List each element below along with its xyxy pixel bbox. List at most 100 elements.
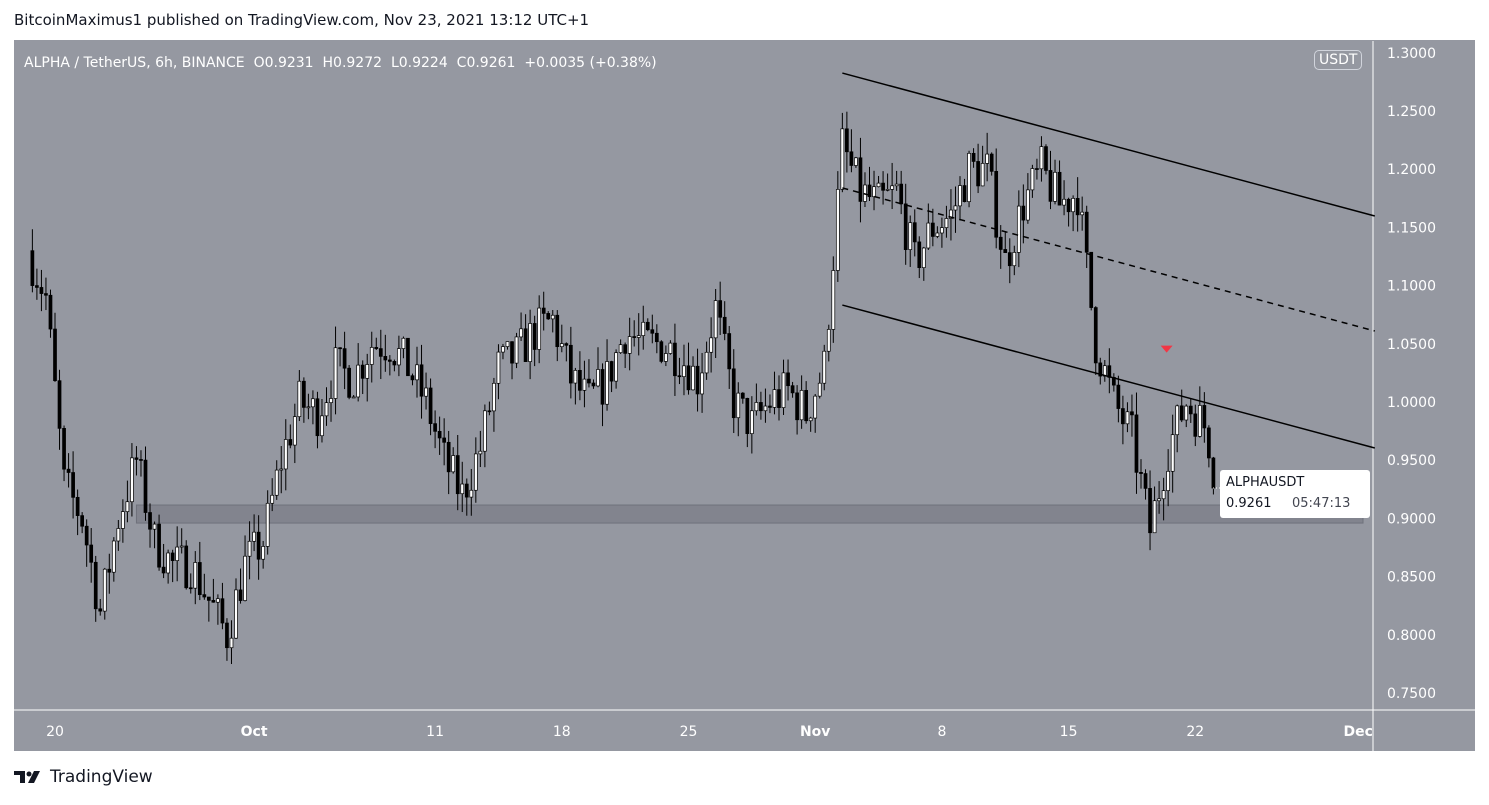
candle-up (283, 439, 288, 470)
candle-up (641, 321, 646, 336)
time-tick-label: 11 (426, 724, 444, 740)
price-tick-label: 0.7500 (1387, 686, 1436, 702)
candle-up (980, 163, 985, 187)
candle-down (546, 313, 551, 320)
candle-down (718, 300, 723, 318)
tradingview-logo-icon (14, 771, 40, 783)
candle-down (686, 365, 691, 391)
candle-up (876, 182, 881, 188)
candle-down (899, 183, 904, 205)
currency-button[interactable]: USDT (1314, 50, 1363, 70)
candle-down (632, 336, 637, 338)
candle-up (306, 406, 311, 409)
candle-down (437, 430, 442, 439)
candle-up (940, 227, 944, 234)
candle-down (1093, 307, 1098, 364)
price-tick-label: 0.8500 (1387, 570, 1436, 586)
candle-down (388, 359, 392, 362)
candle-down (795, 392, 799, 421)
candle-up (709, 337, 713, 353)
candle-down (202, 594, 207, 598)
candle-down (1121, 408, 1125, 425)
candle-up (528, 323, 532, 362)
candle-up (229, 637, 234, 649)
candle-up (894, 183, 899, 187)
channel-upper (842, 72, 1375, 217)
candle-up (397, 348, 401, 366)
candle-up (713, 300, 718, 339)
price-tick-label: 1.2500 (1387, 104, 1436, 120)
candle-up (605, 361, 609, 405)
candle-down (587, 378, 591, 384)
candle-up (1030, 168, 1035, 191)
price-tick-label: 0.9500 (1387, 453, 1436, 469)
candle-down (1107, 365, 1112, 378)
candle-down (464, 483, 469, 498)
candle-down (858, 157, 863, 202)
time-tick-label: 15 (1060, 724, 1078, 740)
candle-up (369, 347, 374, 365)
candle-up (1053, 171, 1057, 202)
candle-down (903, 203, 908, 250)
candle-down (994, 171, 999, 238)
candle-up (614, 352, 618, 382)
candle-up (111, 540, 116, 573)
candle-up (1170, 434, 1175, 472)
candle-up (559, 343, 564, 348)
candle-down (1066, 198, 1071, 213)
candle-up (292, 416, 297, 446)
candle-up (863, 184, 867, 202)
candle-down (849, 151, 854, 166)
candle-up (1071, 198, 1075, 213)
candle-up (1016, 205, 1021, 253)
time-tick-label: 18 (553, 724, 571, 740)
candle-down (1003, 249, 1008, 253)
candle-up (799, 390, 804, 421)
candle-down (917, 241, 922, 268)
candle-up (320, 415, 324, 437)
candle-down (1134, 414, 1139, 473)
candle-down (971, 152, 976, 162)
candle-down (722, 316, 727, 334)
candle-down (1098, 362, 1103, 377)
candle-up (365, 364, 370, 379)
price-tick-label: 0.8000 (1387, 628, 1436, 644)
candle-down (378, 348, 383, 357)
candle-down (134, 457, 139, 460)
price-label-price: 0.9261 (1226, 496, 1272, 511)
candle-up (691, 365, 695, 391)
candle-up (700, 372, 704, 395)
candle-up (935, 232, 940, 237)
candle-down (659, 341, 664, 362)
candle-down (211, 600, 216, 603)
candle-down (170, 552, 175, 561)
tradingview-logo[interactable]: TradingView (14, 767, 153, 787)
candle-up (926, 222, 931, 249)
candle-up (424, 387, 428, 397)
candle-up (297, 380, 302, 418)
candle-up (125, 501, 130, 512)
candle-up (261, 546, 265, 560)
candle-down (845, 128, 849, 153)
support-zone (135, 504, 1364, 524)
candle-down (80, 515, 85, 527)
candle-up (193, 562, 198, 589)
candle-up (1161, 490, 1166, 500)
candle-down (677, 375, 682, 378)
candle-down (342, 348, 347, 369)
time-tick-label: 22 (1186, 724, 1204, 740)
candle-down (786, 372, 790, 387)
candle-down (57, 380, 62, 429)
candle-down (84, 525, 89, 546)
candle-up (1184, 405, 1189, 421)
candle-up (550, 314, 555, 320)
candle-down (727, 333, 732, 370)
candle-down (35, 285, 39, 288)
candle-down (256, 531, 261, 560)
candle-down (302, 380, 306, 408)
candle-up (243, 555, 247, 601)
candle-up (333, 347, 338, 399)
candle-up (808, 417, 813, 422)
candle-down (989, 153, 994, 172)
